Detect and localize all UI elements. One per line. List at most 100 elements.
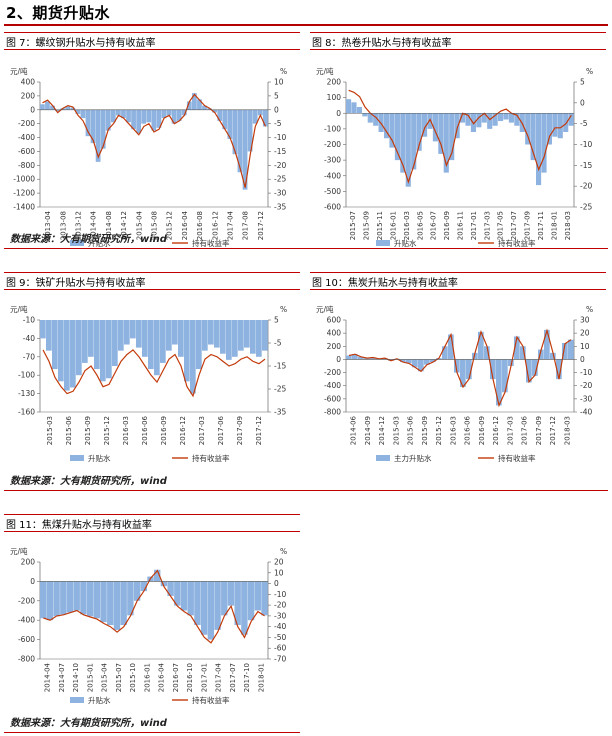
bar: [487, 113, 493, 129]
bar: [490, 359, 496, 380]
holding-yield-line: [42, 93, 267, 188]
x-tick-label: 2016-06: [464, 415, 472, 445]
bar: [232, 320, 238, 357]
x-tick-label: 2015-10: [129, 663, 137, 692]
right-tick-label: -40: [274, 622, 286, 631]
x-tick-label: 2018-03: [563, 416, 571, 445]
legend-bar-swatch: [376, 240, 390, 246]
bar: [116, 109, 121, 116]
section-title: 2、期货升贴水: [6, 4, 110, 22]
right-tick-label: -60: [274, 644, 286, 653]
left-tick-label: 200: [327, 342, 342, 351]
bar: [424, 359, 430, 365]
bar: [110, 109, 116, 123]
bar: [356, 107, 362, 114]
bar: [190, 320, 196, 394]
bar: [64, 320, 70, 391]
bar: [222, 109, 228, 130]
bar: [362, 113, 368, 117]
chart-title: 图 7：螺纹钢升贴水与持有收益率: [6, 38, 156, 49]
left-tick-label: -200: [18, 119, 35, 128]
x-tick-label: 2013-12: [75, 211, 83, 240]
bar: [352, 354, 358, 360]
x-tick-label: 2013-08: [59, 211, 67, 240]
divider: [4, 248, 608, 249]
right-tick-label: 0: [274, 579, 279, 588]
bar: [40, 581, 47, 619]
x-tick-label: 2015-08: [151, 211, 159, 240]
legend-line-label: 持有收益率: [192, 453, 230, 463]
left-tick-label: 200: [327, 78, 342, 87]
panel-header: 图 9：铁矿升贴水与持有收益率: [4, 272, 300, 290]
left-tick-label: 400: [21, 78, 36, 87]
x-tick-label: 2017-09: [524, 211, 532, 240]
right-tick-label: -40: [580, 408, 592, 417]
right-tick-label: 0: [580, 355, 585, 364]
bar: [382, 358, 388, 360]
bar: [160, 581, 168, 587]
bar: [541, 113, 547, 173]
bar: [373, 113, 379, 126]
x-tick-label: 2016-12: [211, 211, 219, 240]
bar: [140, 581, 147, 592]
right-tick-label: 10: [274, 78, 284, 87]
bar: [156, 109, 162, 128]
bar: [220, 320, 226, 354]
x-tick-label: 2017-04: [215, 662, 223, 692]
bar: [107, 581, 114, 626]
bar: [70, 320, 76, 388]
bar: [90, 109, 96, 144]
x-tick-label: 2016-03: [122, 416, 130, 445]
bar: [187, 581, 194, 616]
bar: [389, 113, 395, 148]
bar: [75, 109, 81, 114]
x-tick-label: 2017-12: [549, 416, 557, 445]
right-tick-label: -35: [274, 203, 286, 212]
bar: [217, 109, 223, 121]
left-tick-label: -10: [23, 316, 35, 325]
bar: [154, 569, 161, 582]
left-tick-label: -800: [324, 408, 341, 417]
bar: [88, 320, 94, 357]
bar: [400, 113, 406, 173]
bar: [406, 359, 412, 364]
bar: [563, 113, 569, 132]
right-tick-label: -50: [274, 633, 286, 642]
right-tick-label: -25: [580, 203, 592, 212]
left-tick-label: -600: [18, 635, 35, 644]
bar: [118, 320, 124, 351]
bar: [538, 349, 544, 360]
x-tick-label: 2015-12: [103, 416, 111, 445]
bar: [358, 356, 364, 360]
x-tick-label: 2015-09: [363, 211, 371, 240]
left-tick-label: -400: [18, 616, 35, 625]
bar: [184, 320, 190, 382]
chart-title: 图 9：铁矿升贴水与持有收益率: [6, 278, 146, 289]
left-tick-label: -800: [18, 161, 35, 170]
bar: [418, 359, 424, 372]
right-tick-label: -5: [274, 119, 282, 128]
bar: [254, 581, 261, 611]
bar: [416, 113, 422, 151]
bar: [261, 581, 268, 616]
bar: [465, 113, 471, 126]
bar: [460, 113, 466, 123]
section-title-rule: [4, 24, 608, 26]
legend-bar-label: 升贴水: [88, 238, 111, 248]
bar: [106, 320, 112, 379]
legend-line-label: 持有收益率: [498, 238, 536, 248]
left-tick-label: -130: [18, 389, 35, 398]
bar: [508, 113, 514, 123]
bar: [247, 581, 255, 621]
bar: [85, 109, 91, 137]
right-tick-label: 10: [580, 342, 590, 351]
bar: [207, 581, 215, 640]
x-tick-label: 2015-03: [392, 416, 400, 445]
bar: [370, 357, 376, 360]
bar: [167, 581, 174, 596]
bar: [476, 113, 482, 128]
legend-bar-label: 主力升贴水: [394, 453, 432, 463]
legend-bar-label: 升贴水: [88, 453, 111, 463]
x-tick-label: 2015-01: [86, 663, 94, 692]
